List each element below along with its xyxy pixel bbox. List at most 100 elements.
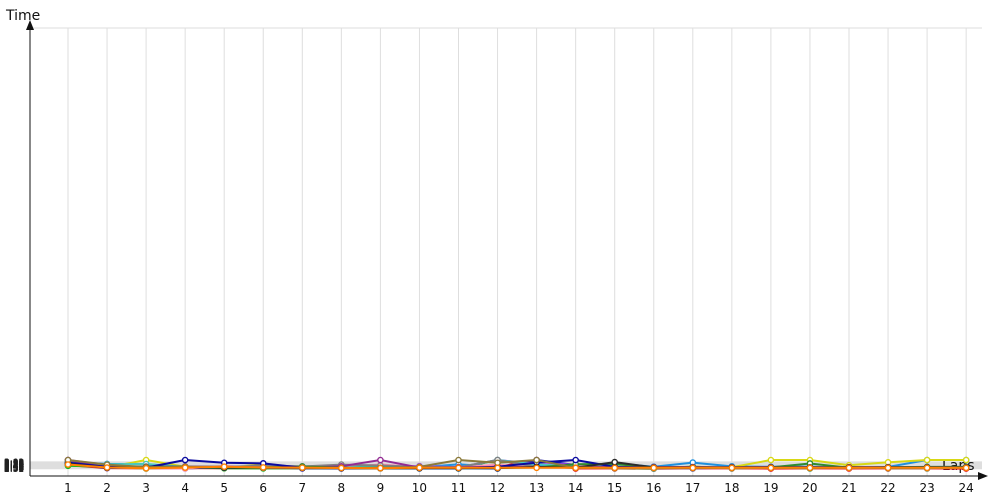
y-tick-label: 3:02	[4, 458, 24, 468]
y-tick-labels: 2:322:332:342:352:362:372:382:392:402:41…	[4, 458, 24, 475]
x-tick-label: 9	[377, 481, 385, 495]
x-tick-label: 16	[646, 481, 661, 495]
x-tick-label: 6	[259, 481, 267, 495]
data-point	[611, 464, 619, 472]
data-point	[64, 461, 72, 468]
y-tick-label: 2:58	[4, 459, 24, 469]
x-tick-label: 5	[220, 481, 228, 495]
y-tick-label: 2:39	[4, 463, 24, 473]
y-tick-label: 2:57	[4, 459, 24, 469]
data-point	[845, 464, 853, 472]
x-tick-label: 4	[181, 481, 189, 495]
y-tick-label: 2:56	[4, 459, 24, 469]
y-tick-label: 2:47	[4, 461, 24, 471]
grid-layer	[30, 27, 982, 476]
axis-layer: Time Laps	[5, 8, 988, 480]
y-tick-label: 2:54	[4, 460, 24, 470]
x-tick-label: 3	[142, 481, 150, 495]
data-point	[181, 456, 189, 464]
data-point	[259, 464, 267, 471]
y-tick-label: 2:49	[4, 461, 24, 471]
y-tick-label: 2:38	[4, 463, 24, 473]
y-tick-label: 2:50	[4, 461, 24, 471]
x-tick-label: 22	[880, 481, 895, 495]
series-15	[64, 461, 970, 472]
data-point	[220, 463, 228, 470]
y-tick-label: 2:45	[4, 462, 24, 472]
y-tick-label: 2:40	[4, 463, 24, 473]
x-tick-label: 10	[412, 481, 427, 495]
y-tick-label: 2:41	[4, 463, 24, 473]
data-point	[416, 464, 423, 472]
y-axis-title: Time	[5, 8, 40, 24]
data-point	[298, 464, 306, 471]
x-tick-label: 2	[103, 481, 111, 495]
x-tick-label: 24	[959, 481, 974, 495]
y-tick-label: 2:33	[4, 465, 24, 475]
y-tick-label: 2:53	[4, 460, 24, 470]
data-point	[103, 464, 111, 471]
data-point	[806, 464, 814, 472]
y-tick-label: 2:42	[4, 462, 24, 472]
x-tick-label: 17	[685, 481, 700, 495]
data-point	[923, 464, 931, 472]
y-tick-label: 2:46	[4, 462, 24, 472]
data-point	[962, 456, 970, 464]
series-line	[67, 463, 967, 470]
y-tick-label: 2:32	[4, 465, 24, 475]
data-point	[338, 464, 345, 472]
data-point	[533, 464, 540, 472]
data-point	[572, 456, 579, 464]
y-tick-label: 2:37	[4, 464, 24, 474]
data-point	[455, 464, 462, 472]
data-point	[689, 464, 697, 472]
data-point	[884, 464, 892, 472]
x-tick-label: 21	[841, 481, 856, 495]
x-tick-label: 13	[529, 481, 544, 495]
data-point	[767, 456, 775, 464]
y-tick-label: 3:01	[4, 458, 24, 468]
y-tick-label: 2:52	[4, 460, 24, 470]
x-tick-label: 19	[763, 481, 778, 495]
y-tick-label: 3:00	[4, 458, 24, 468]
y-tick-label: 2:44	[4, 462, 24, 472]
x-tick-label: 8	[338, 481, 346, 495]
x-tick-label: 11	[451, 481, 466, 495]
x-tick-label: 23	[919, 481, 934, 495]
x-tick-label: 15	[607, 481, 622, 495]
x-axis-arrow-icon	[978, 472, 988, 480]
data-point	[923, 456, 931, 464]
data-point	[572, 464, 579, 472]
data-point	[377, 464, 384, 472]
x-tick-label: 1	[64, 481, 72, 495]
y-tick-label: 2:34	[4, 464, 24, 474]
data-point	[377, 456, 384, 464]
y-tick-label: 2:59	[4, 459, 24, 469]
x-tick-labels: 1 2 3 4 5 6 7 8 9 10 11 12 13 14 15 16 17 18 19 20 21 22 23 24	[64, 481, 974, 495]
x-tick-label: 14	[568, 481, 583, 495]
data-point	[611, 458, 619, 466]
data-point	[494, 464, 501, 472]
y-tick-label: 2:48	[4, 461, 24, 471]
y-tick-label: 2:43	[4, 462, 24, 472]
data-point	[533, 456, 540, 464]
x-tick-label: 12	[490, 481, 505, 495]
series-layer	[64, 456, 970, 472]
data-point	[767, 464, 775, 472]
data-point	[650, 464, 658, 472]
y-tick-label: 2:55	[4, 459, 24, 469]
x-tick-label: 20	[802, 481, 817, 495]
data-point	[181, 464, 189, 471]
data-point	[455, 456, 462, 464]
data-point	[962, 464, 970, 472]
x-tick-label: 7	[298, 481, 306, 495]
y-axis-arrow-icon	[26, 20, 34, 30]
x-tick-label: 18	[724, 481, 739, 495]
data-point	[728, 464, 736, 472]
y-tick-label: 2:51	[4, 460, 24, 470]
y-tick-label: 2:35	[4, 464, 24, 474]
data-point	[142, 465, 150, 472]
y-tick-label: 2:36	[4, 464, 24, 474]
